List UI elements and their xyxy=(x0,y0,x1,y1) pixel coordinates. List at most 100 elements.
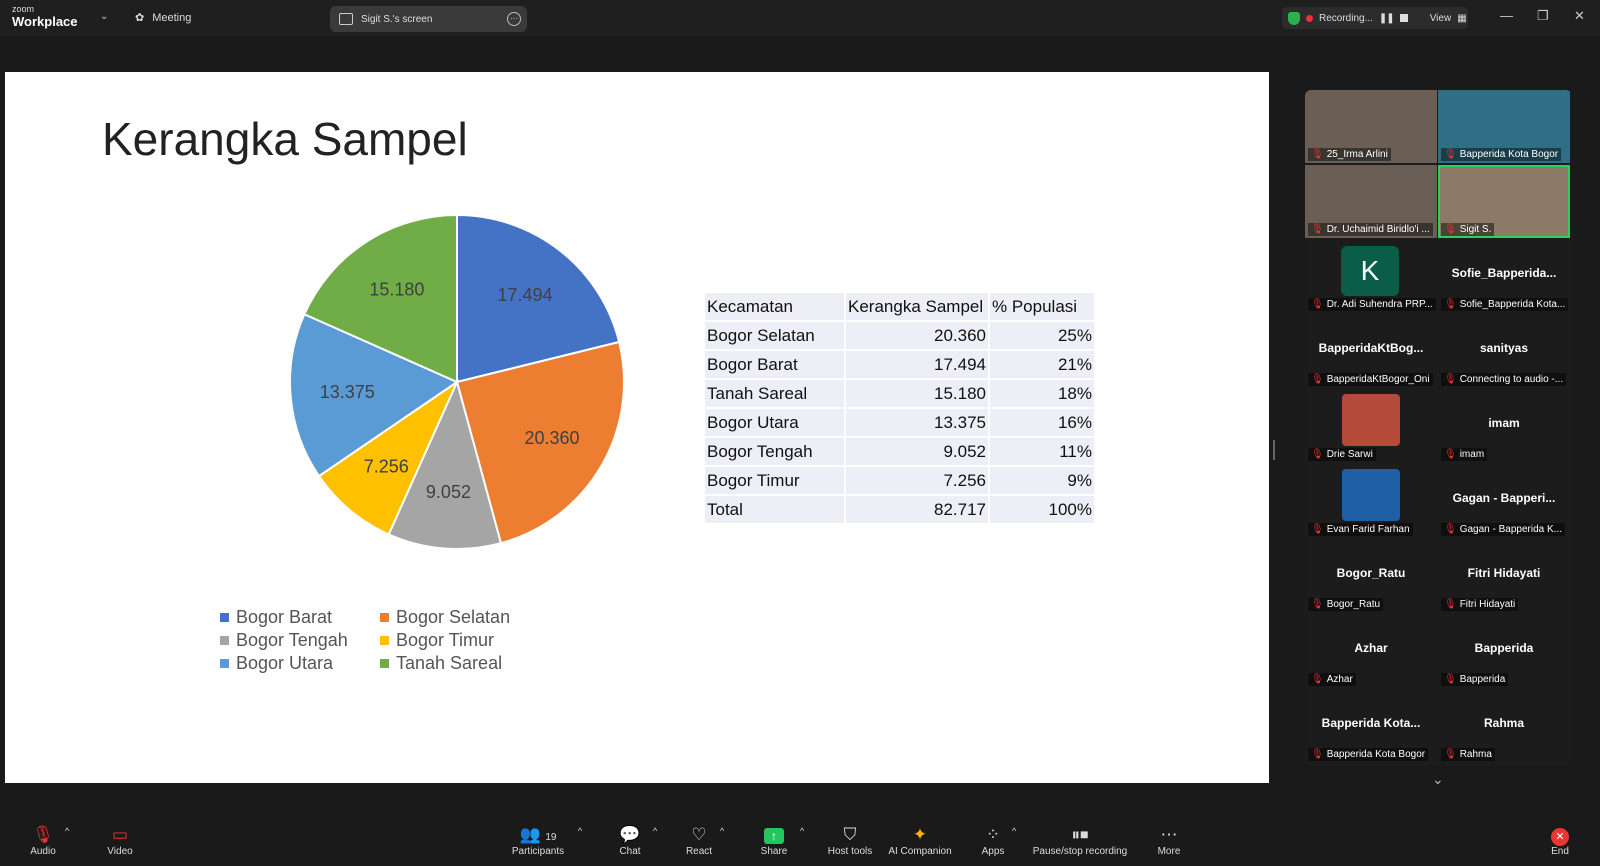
participant-tile[interactable]: Gagan - Bapperi... 🎙 Gagan - Bapperida K..… xyxy=(1438,465,1570,538)
cell-kerangka-sampel: 7.256 xyxy=(846,467,990,496)
sparkle-icon: ✦ xyxy=(912,825,928,844)
table-row: Total 82.717 100% xyxy=(705,496,1096,525)
host-tools-button[interactable]: ⛉ Host tools xyxy=(825,825,875,858)
participant-label-text: Fitri Hidayati xyxy=(1459,599,1516,610)
minimize-icon[interactable]: — xyxy=(1500,8,1513,23)
participant-tile[interactable]: imam 🎙 imam xyxy=(1438,390,1570,463)
participant-name-label: 🎙 Drie Sarwi xyxy=(1308,448,1376,461)
share-label: Share xyxy=(760,846,788,857)
participant-tile[interactable]: Bogor_Ratu 🎙 Bogor_Ratu xyxy=(1305,540,1437,613)
participant-tile[interactable]: Bapperida 🎙 Bapperida xyxy=(1438,615,1570,688)
stop-recording-icon[interactable] xyxy=(1399,14,1408,22)
scroll-down-chevron-icon[interactable]: ⌄ xyxy=(1432,771,1444,787)
pause-stop-recording-button[interactable]: ⏸⏹ Pause/stop recording xyxy=(1030,826,1130,858)
mic-muted-icon: 🎙 xyxy=(1311,449,1324,460)
cell-kecamatan: Bogor Timur xyxy=(705,467,846,496)
header-kecamatan: Kecamatan xyxy=(705,293,846,322)
table-row: Bogor Utara 13.375 16% xyxy=(705,409,1096,438)
participant-name-label: 🎙 imam xyxy=(1441,448,1488,461)
mic-muted-icon: 🎙 xyxy=(1444,674,1457,685)
react-options-caret[interactable]: ^ xyxy=(720,826,725,836)
participant-tile[interactable]: BapperidaKtBog... 🎙 BapperidaKtBogor_Oni xyxy=(1305,315,1437,388)
mic-muted-icon: 🎙 xyxy=(32,825,54,844)
view-label: View xyxy=(1429,12,1452,24)
apps-options-caret[interactable]: ^ xyxy=(1012,826,1017,836)
participant-label-text: Bapperida xyxy=(1459,674,1506,685)
mic-muted-icon: 🎙 xyxy=(1311,299,1324,310)
participant-label-text: Rahma xyxy=(1459,749,1492,760)
zoom-logo: zoom Workplace xyxy=(12,4,78,29)
participant-photo xyxy=(1342,469,1400,521)
chat-button[interactable]: 💬 Chat xyxy=(615,826,645,858)
ai-companion-label: AI Companion xyxy=(888,846,952,857)
legend-item: Bogor Barat xyxy=(220,607,380,628)
chat-options-caret[interactable]: ^ xyxy=(653,826,658,836)
view-button[interactable]: View ▦ xyxy=(1430,13,1467,24)
more-options-icon[interactable]: ··· xyxy=(507,12,521,26)
participant-tile[interactable]: K 🎙 Dr. Adi Suhendra PRP... xyxy=(1305,240,1437,313)
legend-item: Bogor Utara xyxy=(220,653,380,674)
cell-kecamatan: Tanah Sareal xyxy=(705,380,846,409)
participant-label-text: Sigit S. xyxy=(1459,224,1492,235)
host-tools-label: Host tools xyxy=(827,846,873,857)
participant-tile[interactable]: Rahma 🎙 Rahma xyxy=(1438,690,1570,763)
react-button[interactable]: ♡ React xyxy=(684,826,714,858)
cell-kecamatan: Bogor Tengah xyxy=(705,438,846,467)
participant-gallery[interactable]: 🎙 25_Irma Arlini 🎙 Bapperida Kota Bogor 🎙 Dr.… xyxy=(1305,90,1572,765)
more-dots-icon: ⋯ xyxy=(1160,825,1178,844)
pie-data-label: 13.375 xyxy=(320,382,375,402)
logo-small-text: zoom xyxy=(12,4,35,14)
logo-big-text: Workplace xyxy=(12,14,78,29)
restore-icon[interactable]: ❐ xyxy=(1537,8,1549,23)
participant-tile[interactable]: Sofie_Bapperida... 🎙 Sofie_Bapperida Kota.… xyxy=(1438,240,1570,313)
participants-label: Participants xyxy=(511,846,565,857)
participant-tile[interactable]: Azhar 🎙 Azhar xyxy=(1305,615,1437,688)
participant-tile[interactable]: sanityas 🎙 Connecting to audio -... xyxy=(1438,315,1570,388)
mic-muted-icon: 🎙 xyxy=(1444,749,1457,760)
participant-tile[interactable]: 🎙 Evan Farid Farhan xyxy=(1305,465,1437,538)
record-dot-icon xyxy=(1306,14,1313,22)
participants-button[interactable]: 👥 19 Participants xyxy=(508,826,568,858)
participant-tile[interactable]: 🎙 Drie Sarwi xyxy=(1305,390,1437,463)
recording-label: Recording... xyxy=(1319,12,1373,24)
share-options-caret[interactable]: ^ xyxy=(800,826,805,836)
participant-display-name: Rahma xyxy=(1483,716,1524,730)
end-button[interactable]: ✕ End xyxy=(1547,826,1573,857)
table-row: Bogor Tengah 9.052 11% xyxy=(705,438,1096,467)
grid-icon: ▦ xyxy=(1457,12,1467,24)
participants-options-caret[interactable]: ^ xyxy=(578,826,583,836)
sample-table: Kecamatan Kerangka Sampel % Populasi Bog… xyxy=(705,293,1096,525)
pause-recording-icon[interactable]: ❚❚ xyxy=(1378,12,1395,24)
ai-companion-button[interactable]: ✦ AI Companion xyxy=(885,825,955,858)
participant-tile[interactable]: Fitri Hidayati 🎙 Fitri Hidayati xyxy=(1438,540,1570,613)
participant-tile[interactable]: 🎙 Sigit S. xyxy=(1438,165,1570,238)
video-button[interactable]: ▭ Video xyxy=(105,826,135,858)
participant-tile[interactable]: Bapperida Kota... 🎙 Bapperida Kota Bogor xyxy=(1305,690,1437,763)
meeting-menu[interactable]: ✿ Meeting xyxy=(135,11,191,25)
more-button[interactable]: ⋯ More xyxy=(1152,825,1186,858)
cell-kecamatan: Bogor Selatan xyxy=(705,322,846,351)
participant-tile[interactable]: 🎙 Dr. Uchaimid Biridlo'i ... xyxy=(1305,165,1437,238)
host-tools-shield-icon: ⛉ xyxy=(843,825,857,844)
participant-label-text: Azhar xyxy=(1326,674,1353,685)
audio-button[interactable]: 🎙 Audio xyxy=(28,825,58,858)
audio-options-caret[interactable]: ^ xyxy=(65,826,70,836)
chart-legend: Bogor Barat Bogor Selatan Bogor Tengah Bogo… xyxy=(220,607,540,674)
screen-share-indicator[interactable]: Sigit S.'s screen ··· xyxy=(330,6,527,32)
recording-indicator: Recording... ❚❚ View ▦ xyxy=(1282,7,1468,29)
pie-chart: 17.494 20.360 9.052 7.256 13.375 15.180 xyxy=(289,213,625,550)
cell-populasi: 16% xyxy=(990,409,1096,438)
chevron-down-icon[interactable]: ⌄ xyxy=(100,11,109,22)
share-icon: ↑ xyxy=(757,826,791,846)
apps-button[interactable]: ⁘ Apps xyxy=(978,826,1008,858)
panel-resize-handle[interactable] xyxy=(1273,440,1275,460)
legend-label: Bogor Utara xyxy=(236,653,334,673)
share-button[interactable]: ↑ Share xyxy=(757,826,791,857)
pie-data-label: 7.256 xyxy=(364,457,409,477)
video-label: Video xyxy=(107,846,133,857)
participant-tile[interactable]: 🎙 25_Irma Arlini xyxy=(1305,90,1437,163)
participant-label-text: Connecting to audio -... xyxy=(1459,374,1564,385)
participant-tile[interactable]: 🎙 Bapperida Kota Bogor xyxy=(1438,90,1570,163)
participant-name-label: 🎙 Evan Farid Farhan xyxy=(1308,523,1413,536)
close-icon[interactable]: ✕ xyxy=(1574,8,1585,23)
